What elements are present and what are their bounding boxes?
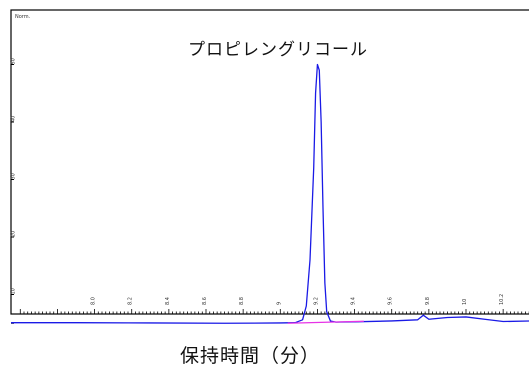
plot-frame <box>10 9 529 315</box>
baseline-trace <box>287 320 364 324</box>
series-layer <box>11 63 529 324</box>
x-tick-label: 8.8 <box>239 297 245 305</box>
x-axis-label: 保持時間（分） <box>180 345 320 367</box>
chart-title: プロピレングリコール <box>188 40 368 60</box>
signal-trace <box>11 63 529 324</box>
x-tick-label: 10.2 <box>499 294 505 305</box>
x-tick-label: 8.2 <box>128 297 134 305</box>
y-tick-label: 20 <box>11 231 17 237</box>
x-tick-label: 9.4 <box>351 297 357 305</box>
y-tick-label: 10 <box>11 288 17 294</box>
x-tick-label: 8.6 <box>202 297 208 305</box>
x-tick-label: 9.2 <box>313 297 319 305</box>
x-tick-label: 8.4 <box>165 297 171 305</box>
x-tick-label: 9.8 <box>425 297 431 305</box>
x-tick-label: 8.0 <box>91 297 97 305</box>
y-tick-label: 40 <box>11 116 17 122</box>
y-axis-label: Norm. <box>15 14 31 20</box>
x-tick-label: 9 <box>276 302 282 305</box>
y-tick-label: 50 <box>11 58 17 64</box>
x-tick-label: 10 <box>462 299 468 305</box>
y-tick-label: 30 <box>11 173 17 179</box>
x-tick-group: 8.0 8.2 8.4 8.6 8.8 9 9.2 9.4 9.6 9.8 10 10.2 <box>19 294 529 314</box>
x-tick-label: 9.6 <box>388 297 394 305</box>
